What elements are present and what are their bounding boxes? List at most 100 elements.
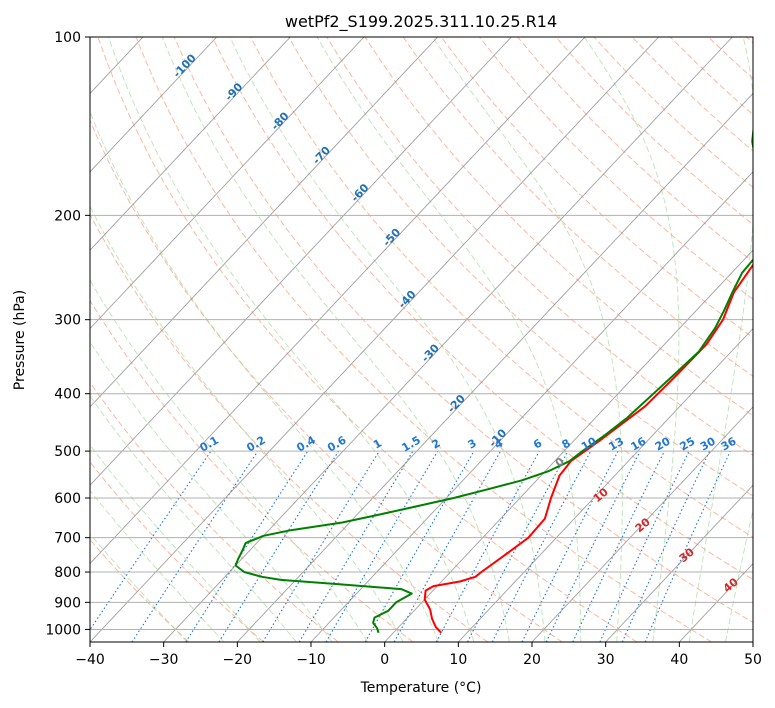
- background-lines: [0, 37, 753, 642]
- dry-adiabat: [90, 299, 414, 642]
- mixing-ratio-line: [435, 450, 540, 642]
- dry-adiabat: [211, 37, 753, 581]
- moist-adiabat: [90, 489, 225, 642]
- moist-adiabat: [432, 37, 623, 642]
- moist-adiabat: [316, 37, 582, 642]
- x-tick-label: 10: [449, 652, 467, 668]
- x-tick-label: 40: [670, 652, 688, 668]
- x-tick-label: 0: [380, 652, 389, 668]
- dry-adiabat: [135, 37, 712, 642]
- x-tick-label: −40: [75, 652, 105, 668]
- dry-adiabat: [479, 37, 753, 300]
- mixing-ratio-line: [545, 450, 641, 642]
- x-tick-label: −10: [296, 652, 326, 668]
- mixing-ratio-label: 2: [429, 437, 442, 452]
- moist-adiabat: [90, 395, 297, 642]
- isotherm: [0, 37, 69, 642]
- y-tick-label: 100: [54, 30, 81, 46]
- x-tick-label: −30: [149, 652, 179, 668]
- dry-adiabat: [708, 37, 753, 80]
- isotherm-label: -20: [445, 392, 468, 416]
- isotherm: [90, 37, 439, 408]
- isotherm-label: -30: [419, 341, 442, 365]
- isotherm-label: -50: [380, 226, 403, 250]
- x-axis-label: Temperature (°C): [360, 680, 482, 696]
- moist-adiabat: [583, 37, 680, 642]
- isotherm-label: -90: [222, 80, 245, 104]
- isotherm-label: -60: [348, 181, 371, 205]
- moist-adiabat: [90, 341, 333, 642]
- x-tick-label: 20: [523, 652, 541, 668]
- y-tick-label: 500: [54, 444, 81, 460]
- dry-adiabat: [440, 37, 753, 339]
- mixing-ratio-line: [621, 450, 711, 642]
- isoline-labels: -100-90-80-70-60-50-40-30-20-100.1 0.2 0.4…: [170, 51, 741, 595]
- moist-adiabat: [90, 205, 404, 642]
- mixing-ratio-line: [90, 450, 212, 631]
- y-axis-label: Pressure (hPa): [12, 290, 28, 390]
- isotherm: [163, 37, 733, 642]
- mixing-ratio-line: [218, 450, 340, 642]
- isotherm: [90, 37, 586, 565]
- mixing-ratio-line: [599, 450, 690, 642]
- y-tick-label: 800: [54, 565, 81, 581]
- dry-adiabat: [90, 539, 190, 642]
- mixing-ratio-line: [491, 450, 592, 642]
- isotherm: [679, 562, 753, 642]
- isotherm-label: -100: [170, 51, 199, 80]
- plot-frame: [89, 36, 754, 643]
- dewpoint-line: [234, 124, 753, 634]
- x-tick-label: −20: [223, 652, 253, 668]
- mixing-ratio-line: [393, 450, 502, 642]
- y-tick-label: 1000: [45, 622, 81, 638]
- dry-adiabat: [90, 213, 488, 642]
- sounding-lines: [234, 124, 753, 634]
- dry-adiabat: [364, 37, 753, 417]
- y-tick-label: 600: [54, 491, 81, 507]
- isotherm: [605, 484, 753, 642]
- isotherm: [90, 37, 660, 642]
- isotherm: [90, 37, 218, 173]
- isotherm: [752, 641, 753, 642]
- y-tick-label: 700: [54, 531, 81, 547]
- mixing-ratio-label: 3: [466, 437, 479, 452]
- dry-adiabat: [90, 461, 264, 642]
- mixing-ratio-line: [521, 450, 619, 642]
- mixing-ratio-line: [185, 450, 309, 642]
- dry-adiabat: [631, 37, 753, 152]
- moist-adiabat: [161, 37, 510, 642]
- isotherm: [90, 37, 365, 330]
- dry-adiabat: [90, 119, 563, 642]
- moist-adiabat: [108, 37, 475, 642]
- y-tick-label: 400: [54, 387, 81, 403]
- isotherm: [237, 92, 753, 642]
- isotherm: [458, 327, 753, 642]
- isotherm: [531, 406, 753, 642]
- dry-adiabat: [97, 37, 638, 642]
- isotherm: [310, 171, 753, 642]
- moist-adiabat: [90, 444, 261, 642]
- isotherm: [384, 249, 753, 642]
- moist-adiabat-label: 10: [591, 485, 611, 505]
- x-tick-label: 30: [597, 652, 615, 668]
- x-axis: −40 −30 −20 −10 0 10 20 30 40 50: [75, 642, 762, 668]
- dry-adiabat: [517, 37, 753, 263]
- y-tick-label: 900: [54, 595, 81, 611]
- y-tick-label: 300: [54, 313, 81, 329]
- chart-title: wetPf2_S199.2025.311.10.25.R14: [285, 12, 557, 32]
- y-tick-label: 200: [54, 208, 81, 224]
- moist-adiabat: [229, 37, 546, 642]
- dry-adiabat: [173, 37, 753, 624]
- y-axis: 100 200 300 400 500 600 700 800 900 1000: [45, 30, 90, 638]
- moist-adiabat: [688, 37, 753, 642]
- moist-adiabat: [725, 507, 753, 642]
- x-tick-label: 50: [744, 652, 762, 668]
- isotherm: [90, 37, 291, 251]
- temperature-line: [423, 263, 753, 634]
- mixing-ratio-line: [262, 450, 380, 642]
- moist-adiabat: [90, 110, 439, 642]
- isotherm-label: -80: [269, 109, 292, 133]
- dry-adiabat: [402, 37, 753, 377]
